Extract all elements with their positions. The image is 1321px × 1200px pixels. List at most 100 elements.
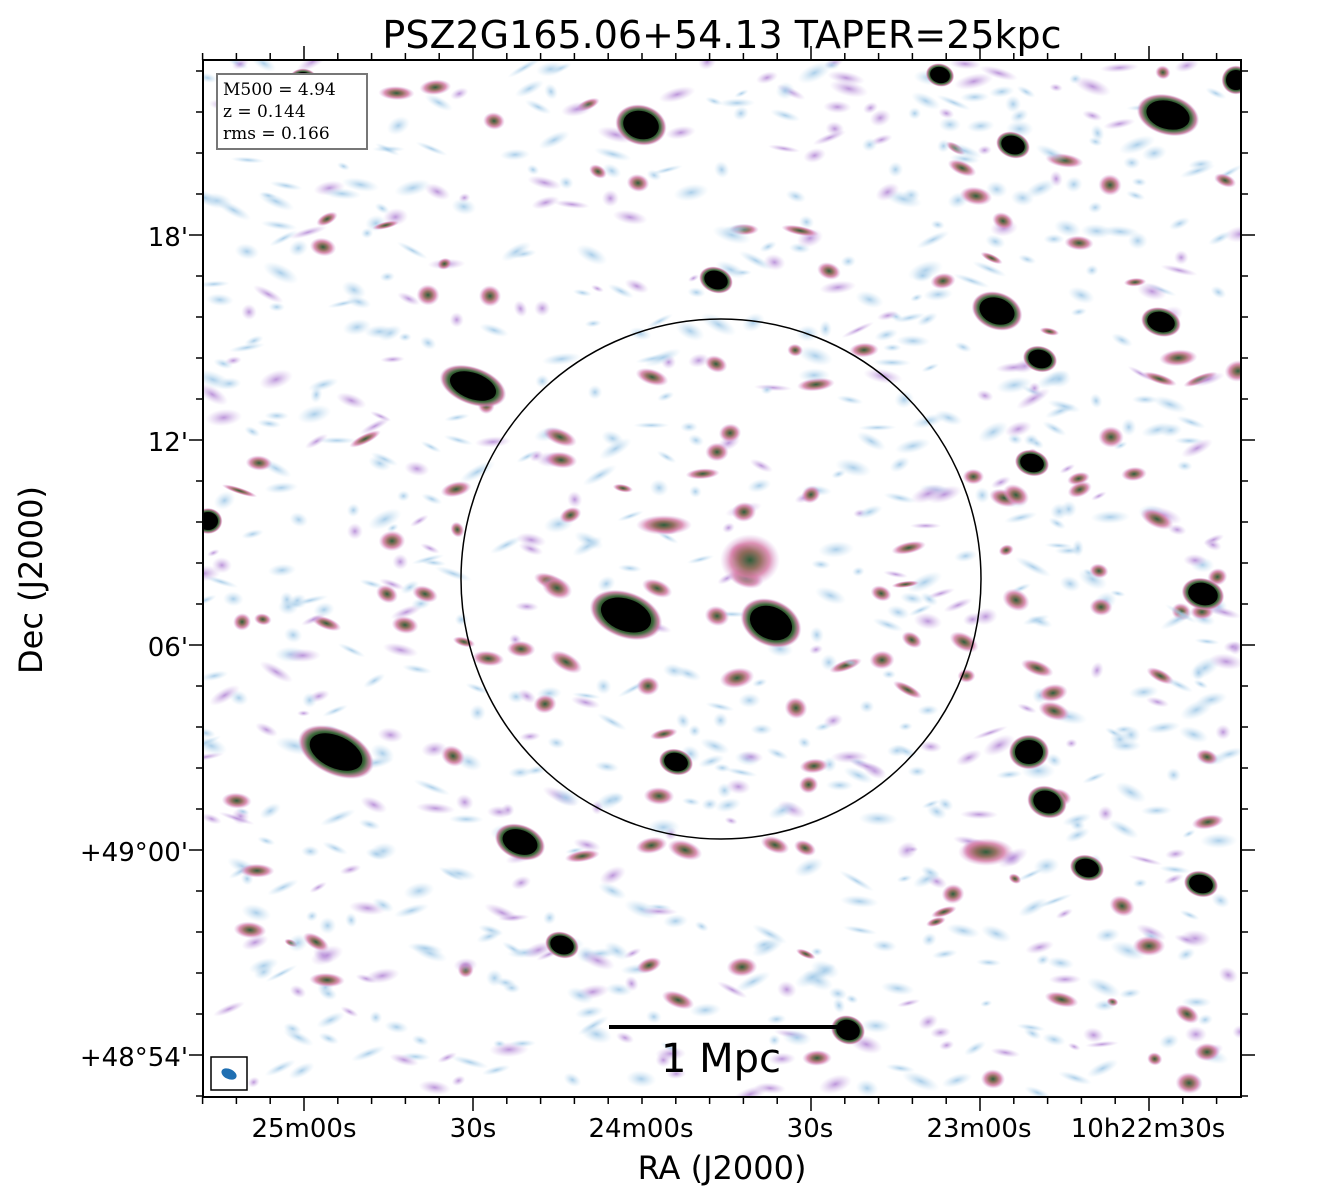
bright-source (1147, 311, 1175, 333)
noise-speckle (233, 613, 252, 631)
noise-speckle (1166, 767, 1182, 783)
noise-speckle (1159, 1033, 1179, 1050)
noise-speckle (636, 957, 662, 974)
faint-source (1224, 360, 1241, 382)
noise-speckle (316, 211, 338, 227)
noise-speckle (465, 682, 490, 694)
noise-speckle (665, 125, 696, 140)
noise-speckle (949, 60, 981, 70)
noise-speckle (766, 1014, 787, 1025)
noise-speckle (1097, 805, 1114, 822)
noise-speckle (855, 290, 884, 309)
noise-speckle (666, 1068, 687, 1080)
faint-source (544, 451, 578, 469)
faint-source (869, 650, 895, 670)
noise-speckle (379, 578, 405, 591)
noise-speckle (869, 109, 891, 127)
noise-speckle (617, 564, 643, 573)
noise-speckle (883, 492, 917, 504)
noise-speckle (798, 775, 819, 794)
faint-source (233, 921, 267, 939)
noise-speckle (918, 1013, 939, 1030)
noise-speckle (819, 320, 832, 338)
noise-speckle (662, 914, 689, 929)
noise-speckle (259, 802, 282, 820)
noise-speckle (913, 612, 943, 630)
noise-speckle (646, 313, 673, 329)
y-axis-label: Dec (J2000) (12, 486, 50, 674)
noise-speckle (288, 225, 328, 240)
noise-speckle (1174, 60, 1199, 73)
noise-speckle (322, 841, 348, 855)
noise-speckle (531, 195, 560, 210)
faint-source (930, 272, 956, 290)
noise-speckle (360, 227, 374, 239)
noise-speckle (284, 648, 321, 663)
noise-speckle (574, 531, 604, 550)
noise-speckle (887, 161, 904, 178)
noise-speckle (267, 563, 297, 577)
noise-speckle (251, 60, 276, 72)
noise-speckle (493, 1039, 506, 1048)
noise-speckle (921, 932, 937, 947)
noise-speckle (698, 60, 717, 70)
noise-speckle (572, 288, 593, 297)
noise-speckle (750, 723, 773, 736)
faint-source (1098, 426, 1124, 448)
noise-speckle (604, 941, 630, 961)
noise-speckle (310, 386, 323, 404)
noise-speckle (437, 257, 452, 270)
noise-speckle (450, 521, 465, 538)
noise-speckle (713, 160, 730, 179)
noise-speckle (289, 984, 307, 999)
noise-speckle (593, 147, 632, 162)
noise-speckle (858, 811, 898, 827)
noise-speckle (943, 597, 973, 613)
noise-speckle (910, 483, 946, 504)
noise-speckle (1046, 753, 1063, 768)
noise-speckle (823, 60, 840, 71)
noise-speckle (1016, 1023, 1046, 1032)
noise-speckle (341, 177, 380, 193)
noise-speckle (1004, 95, 1022, 113)
noise-speckle (626, 1070, 657, 1088)
noise-speckle (410, 514, 429, 527)
faint-source (817, 262, 841, 280)
noise-speckle (843, 658, 858, 667)
noise-speckle (573, 838, 601, 852)
noise-speckle (845, 994, 859, 1004)
noise-speckle (564, 849, 600, 863)
noise-speckle (701, 798, 718, 811)
bright-source (1001, 135, 1025, 155)
noise-speckle (434, 566, 472, 582)
noise-speckle (871, 939, 897, 953)
noise-speckle (1142, 371, 1177, 387)
noise-speckle (209, 684, 241, 706)
noise-speckle (1035, 954, 1050, 966)
noise-speckle (398, 332, 412, 342)
faint-source (626, 173, 650, 193)
noise-speckle (397, 292, 421, 306)
noise-speckle (1065, 738, 1078, 749)
noise-speckle (563, 1072, 582, 1088)
noise-speckle (722, 223, 752, 235)
noise-speckle (874, 328, 898, 342)
noise-speckle (1127, 365, 1154, 382)
noise-speckle (976, 958, 1002, 967)
noise-speckle (1108, 819, 1139, 839)
noise-speckle (302, 692, 318, 708)
noise-speckle (1082, 110, 1103, 122)
noise-speckle (722, 522, 735, 534)
noise-speckle (1042, 1032, 1066, 1047)
noise-speckle (767, 1052, 796, 1066)
noise-speckle (1017, 867, 1045, 882)
noise-speckle (481, 1064, 511, 1076)
noise-speckle (268, 302, 285, 312)
noise-speckle (635, 836, 668, 855)
beam-ellipse (221, 1068, 237, 1080)
faint-source (799, 758, 829, 774)
noise-speckle (714, 797, 742, 813)
noise-speckle (241, 903, 272, 922)
noise-speckle (213, 491, 236, 510)
